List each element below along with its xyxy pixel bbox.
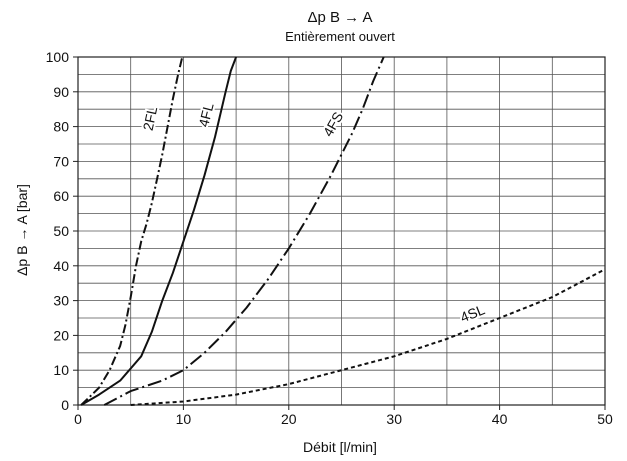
- curve-4fs: [103, 56, 385, 406]
- curve-2fl: [80, 56, 184, 406]
- y-tick-label: 50: [53, 223, 69, 239]
- y-tick-label: 60: [53, 188, 69, 204]
- x-tick-label: 40: [492, 411, 508, 427]
- x-tick-label: 10: [176, 411, 192, 427]
- chart-subtitle: Entièrement ouvert: [285, 29, 395, 44]
- curves: [80, 56, 606, 406]
- y-tick-label: 0: [61, 397, 69, 413]
- y-tick-label: 80: [53, 119, 69, 135]
- curve-4fl: [80, 56, 238, 406]
- y-tick-label: 90: [53, 84, 69, 100]
- curve-label-4sl: 4SL: [458, 301, 487, 325]
- y-tick-label: 30: [53, 293, 69, 309]
- curve-label-4fs: 4FS: [320, 109, 347, 139]
- y-tick-label: 100: [46, 49, 70, 65]
- x-tick-label: 30: [386, 411, 402, 427]
- x-tick-label: 0: [74, 411, 82, 427]
- chart-title: Δp B → A: [307, 9, 372, 26]
- curve-label-4fl: 4FL: [195, 101, 216, 128]
- y-tick-label: 20: [53, 327, 69, 343]
- y-tick-label: 40: [53, 258, 69, 274]
- y-tick-label: 70: [53, 153, 69, 169]
- y-tick-labels: 0 10 20 30 40 50 60 70 80 90 100: [46, 49, 78, 413]
- curve-4sl: [130, 268, 606, 406]
- y-tick-label: 10: [53, 362, 69, 378]
- x-tick-label: 20: [281, 411, 297, 427]
- y-axis-label: Δp B → A [bar]: [14, 184, 30, 276]
- x-tick-label: 50: [597, 411, 613, 427]
- x-tick-labels: 0 10 20 30 40 50: [74, 405, 613, 427]
- x-axis-label: Débit [l/min]: [303, 439, 377, 455]
- grid: [77, 56, 606, 406]
